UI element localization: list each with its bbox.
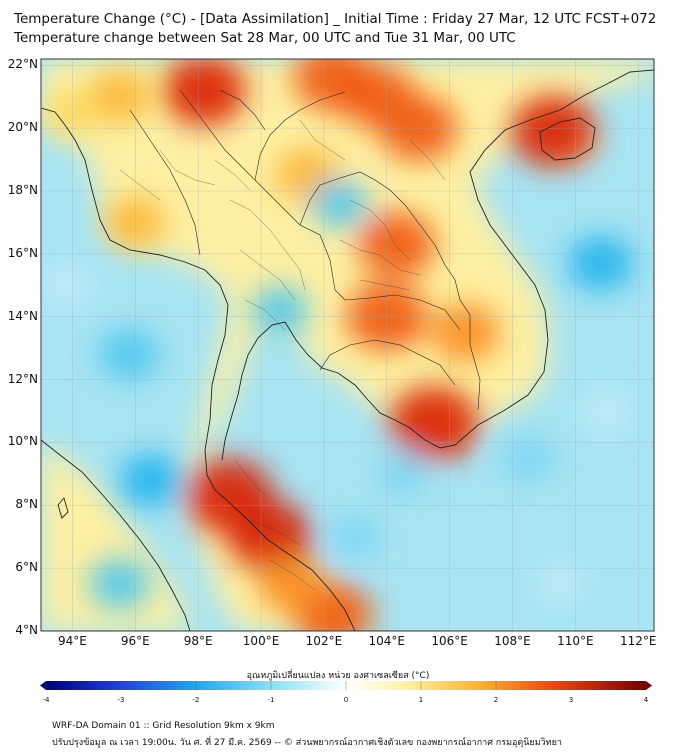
lat-tick-label: 22°N bbox=[7, 57, 38, 72]
colorbar-label: อุณหภูมิเปลี่ยนแปลง หน่วย องศาเซลเซียส (… bbox=[246, 671, 430, 681]
lon-tick-label: 94°E bbox=[57, 634, 87, 648]
footer-line-1: WRF-DA Domain 01 :: Grid Resolution 9km … bbox=[52, 721, 275, 731]
lon-tick-label: 108°E bbox=[494, 634, 531, 648]
warm-anomaly-area bbox=[389, 386, 479, 462]
lon-tick-label: 106°E bbox=[431, 634, 468, 648]
lat-tick-label: 12°N bbox=[7, 371, 38, 386]
colorbar-tick-label: 3 bbox=[568, 696, 574, 704]
lat-tick-label: 16°N bbox=[7, 245, 38, 260]
cool-anomaly-area bbox=[376, 451, 429, 497]
colorbar-tick-label: 2 bbox=[493, 696, 499, 704]
lat-tick-label: 18°N bbox=[7, 183, 38, 197]
warm-anomaly-area bbox=[88, 70, 151, 123]
warm-anomaly-area bbox=[431, 303, 500, 362]
lat-tick-label: 4°N bbox=[15, 623, 38, 637]
cool-anomaly-area bbox=[98, 328, 160, 381]
title-line-1: Temperature Change (°C) - [Data Assimila… bbox=[14, 11, 657, 27]
cool-anomaly-area bbox=[310, 179, 369, 229]
lon-tick-label: 110°E bbox=[557, 634, 594, 648]
colorbar-tick-label: 1 bbox=[418, 696, 424, 704]
warm-anomaly-area bbox=[258, 554, 327, 613]
cool-anomaly-area bbox=[328, 513, 383, 560]
colorbar-tick-label: 0 bbox=[343, 696, 349, 704]
lon-tick-label: 112°E bbox=[620, 634, 657, 648]
cool-anomaly-area bbox=[568, 235, 633, 291]
warm-anomaly-area bbox=[357, 211, 435, 278]
colorbar-high-extension bbox=[646, 681, 652, 690]
lat-tick-label: 20°N bbox=[7, 120, 38, 135]
lat-tick-label: 10°N bbox=[7, 434, 38, 449]
country-borders bbox=[129, 89, 481, 411]
colorbar-tick-label: -3 bbox=[117, 696, 125, 704]
footer-line-2: ปรับปรุงข้อมูล ณ เวลา 19:00น. วัน ศ. ที่… bbox=[52, 738, 562, 748]
lon-tick-label: 98°E bbox=[183, 634, 213, 648]
title-line-2: Temperature change between Sat 28 Mar, 0… bbox=[14, 30, 516, 46]
warm-anomaly-area bbox=[228, 500, 313, 573]
lon-tick-label: 102°E bbox=[305, 634, 343, 648]
cool-anomaly-area bbox=[119, 453, 183, 507]
warm-anomaly-area bbox=[163, 59, 246, 126]
lon-tick-label: 100°E bbox=[242, 634, 280, 648]
colorbar-tick-label: -4 bbox=[42, 696, 50, 704]
cool-anomaly-area bbox=[581, 389, 633, 433]
warm-anomaly-area bbox=[511, 95, 596, 168]
cool-anomaly-area bbox=[500, 434, 557, 482]
cool-anomaly-area bbox=[251, 285, 309, 335]
cool-anomaly-area bbox=[88, 557, 151, 610]
province-borders bbox=[119, 119, 446, 591]
lon-tick-label: 104°E bbox=[368, 634, 406, 648]
lat-tick-label: 6°N bbox=[15, 560, 38, 575]
colorbar-tick-label: 4 bbox=[643, 696, 649, 704]
colorbar-tick-label: -2 bbox=[192, 696, 200, 704]
lat-tick-label: 14°N bbox=[7, 308, 38, 323]
lon-tick-label: 96°E bbox=[120, 634, 150, 648]
map-frame bbox=[40, 58, 655, 632]
coastlines bbox=[41, 69, 654, 631]
lat-tick-label: 8°N bbox=[15, 497, 38, 512]
colorbar-tick-label: -1 bbox=[267, 696, 275, 704]
cool-anomaly-area bbox=[41, 263, 92, 307]
colorbar-low-extension bbox=[40, 681, 46, 690]
cool-anomaly-area bbox=[536, 563, 584, 604]
